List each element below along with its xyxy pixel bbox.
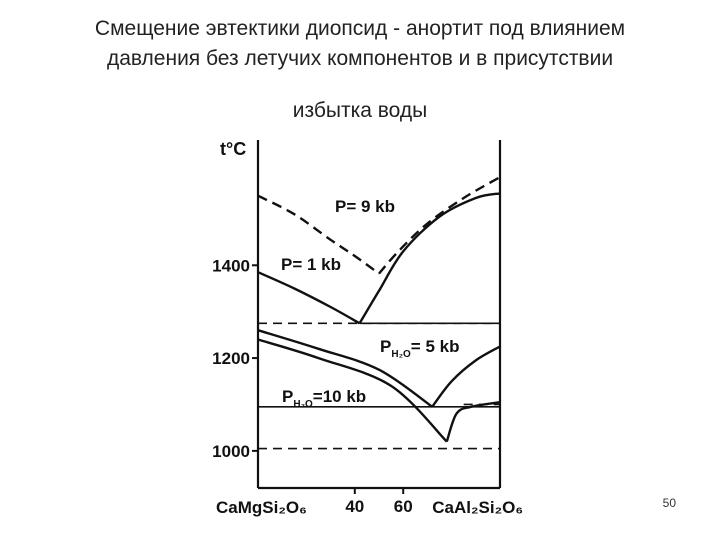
liquidus-curves — [257, 176, 501, 443]
series-0-left-branch — [257, 194, 380, 275]
title-line-2: давления без летучих компонентов и в при… — [106, 47, 614, 70]
x-left-end-label: CaMgSi₂O₆ — [216, 498, 307, 517]
y-axis-label: t°C — [220, 139, 246, 159]
series-label-3: PH₂O=10 kb — [282, 387, 366, 410]
y-tick-label-2: 1000 — [212, 442, 250, 461]
series-3-left-branch — [257, 338, 448, 443]
x-tick-label-1: 60 — [394, 497, 413, 516]
curve-labels: P= 9 kb P= 1 kb PH₂O= 5 kb PH₂O=10 kb — [281, 197, 459, 410]
slide-title: Смещение эвтектики диопсид - анортит под… — [20, 14, 700, 126]
series-2-right-branch — [431, 345, 501, 408]
series-label-0: P= 9 kb — [335, 197, 395, 216]
series-1-left-branch — [257, 271, 361, 325]
series-label-1: P= 1 kb — [281, 255, 341, 274]
series-1-right-branch — [358, 192, 501, 324]
chart-frame — [256, 140, 502, 490]
title-line-3: избытка воды — [292, 99, 428, 122]
series-2-left-branch — [257, 329, 433, 408]
slide-number: 50 — [662, 496, 676, 510]
x-right-end-label: CaAl₂Si₂O₆ — [432, 498, 523, 517]
series-label-2: PH₂O= 5 kb — [380, 337, 459, 360]
title-line-1: Смещение эвтектики диопсид - анортит под… — [94, 17, 626, 40]
series-3-right-branch — [445, 401, 501, 442]
y-tick-label-0: 1400 — [212, 256, 250, 275]
x-tick-label-0: 40 — [345, 497, 364, 516]
y-tick-label-1: 1200 — [212, 349, 250, 368]
series-0-right-branch — [378, 176, 501, 275]
axis-ticks: 1400 1200 1000 40 60 t°C CaMgSi₂O₆ CaAl₂Si₂O₆ — [212, 139, 523, 517]
